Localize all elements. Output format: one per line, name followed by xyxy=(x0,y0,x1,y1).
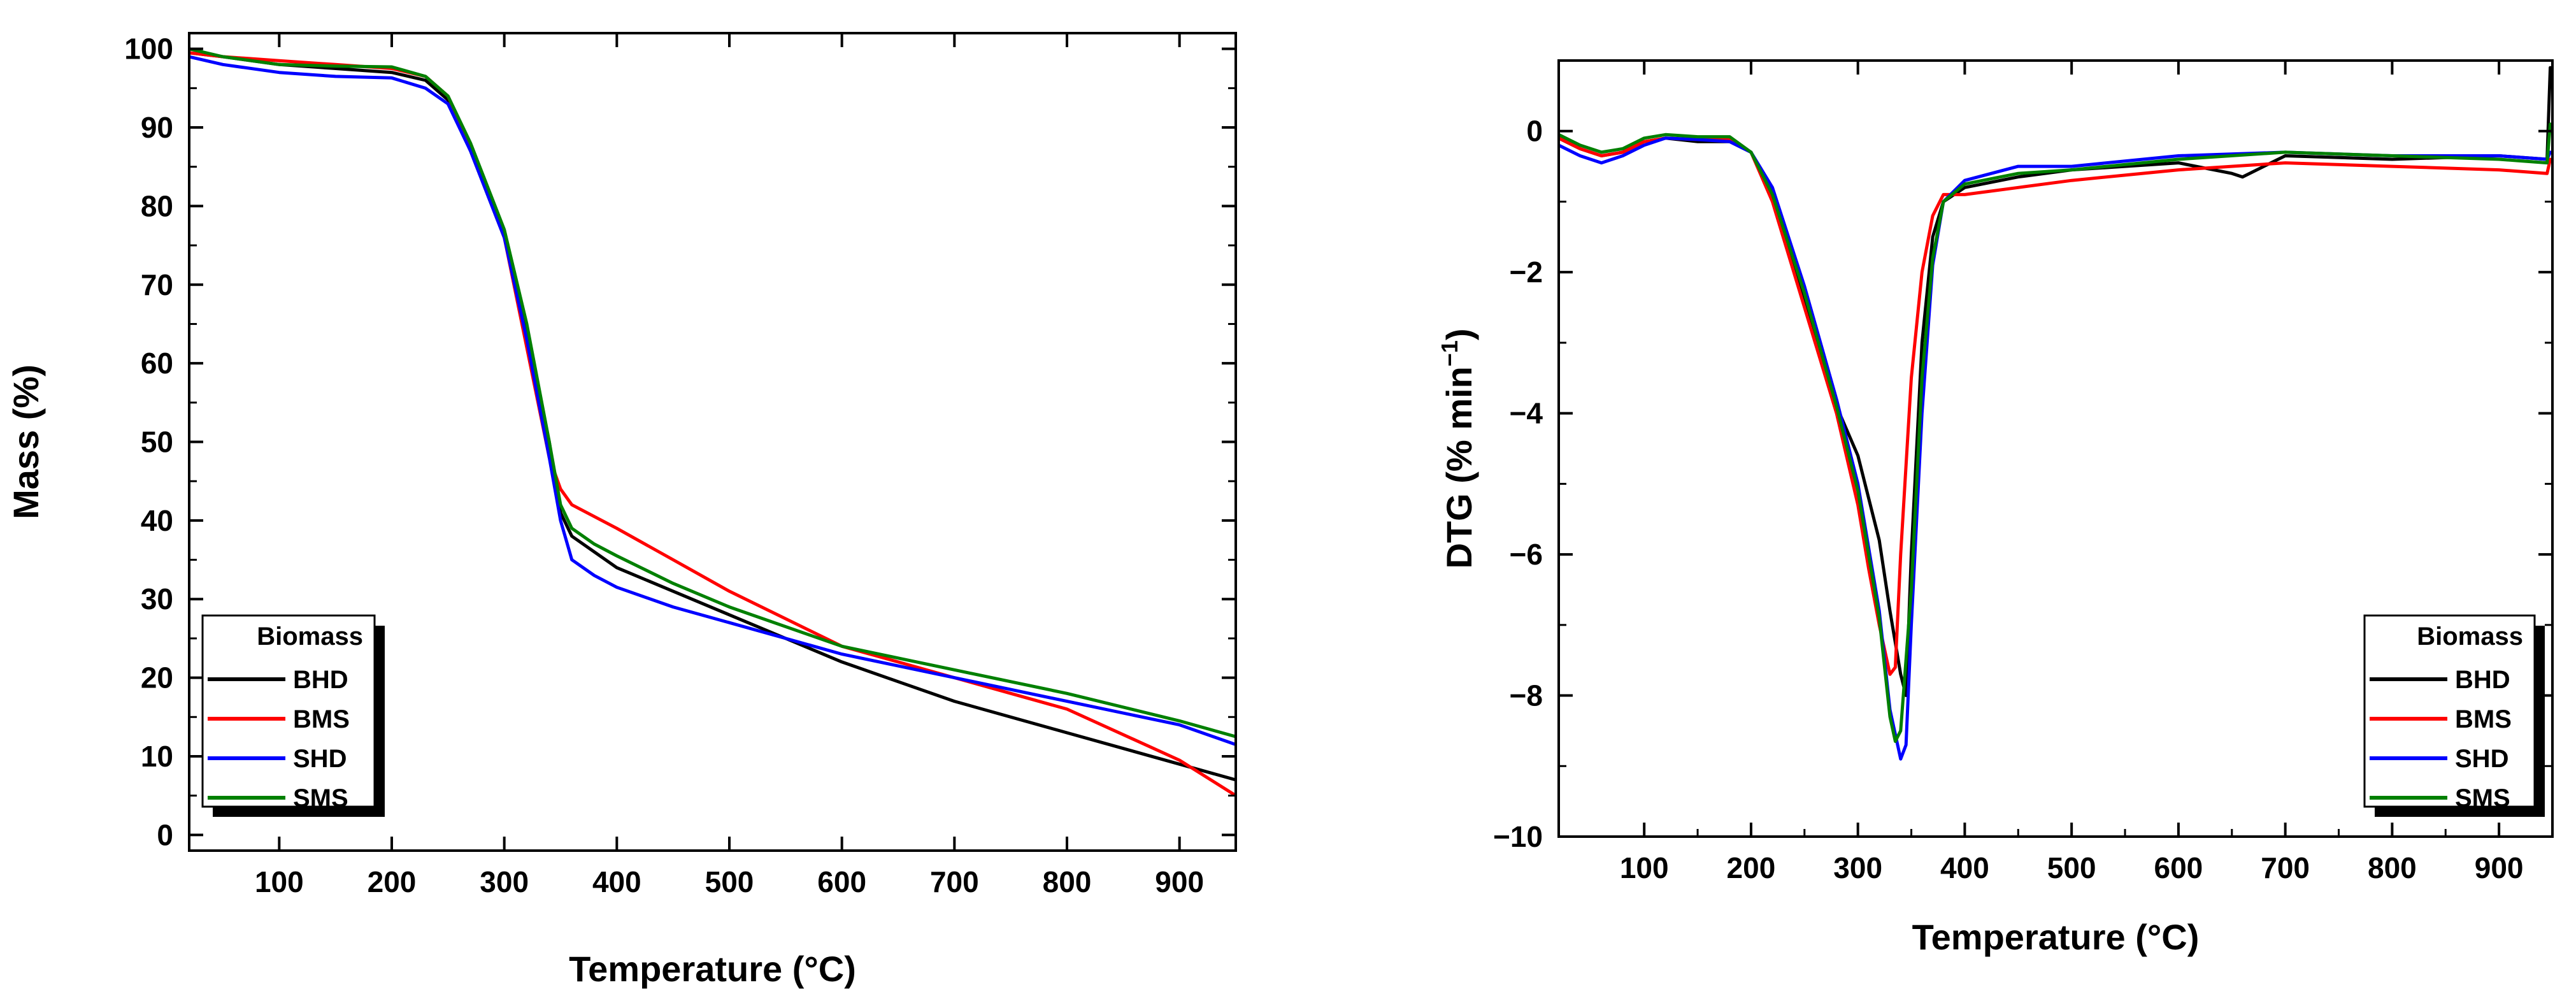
y-tick-label: −8 xyxy=(1510,679,1543,712)
x-tick-label: 800 xyxy=(2368,851,2417,884)
legend-label-sms: SMS xyxy=(2455,784,2510,812)
y-tick-label: 40 xyxy=(141,504,173,537)
y-tick-label: −6 xyxy=(1510,538,1543,571)
mass-chart: 100 200 300 400 500 600 700 800 900 0 10 20 30 40 50 60… xyxy=(6,32,1237,989)
y-tick-label: 60 xyxy=(141,347,173,380)
y-tick-label: 0 xyxy=(157,818,173,851)
legend: Biomass BHD BMS SHD SMS xyxy=(201,614,385,817)
y-axis-label-main: DTG (% min xyxy=(1439,366,1479,568)
y-tick-label: 30 xyxy=(141,582,173,616)
y-tick-label: −4 xyxy=(1510,397,1543,430)
x-tick-label: 600 xyxy=(817,865,866,898)
y-axis-label: DTG (% min−1) xyxy=(1436,328,1479,568)
x-tick-label: 900 xyxy=(2475,851,2524,884)
y-axis-label: Mass (%) xyxy=(6,364,46,519)
series-line-shd xyxy=(189,55,1236,746)
x-tick-label: 200 xyxy=(1727,851,1776,884)
x-tick-label: 500 xyxy=(2047,851,2096,884)
y-tick-label: 90 xyxy=(141,111,173,144)
series-group xyxy=(1559,66,2552,761)
x-axis-label: Temperature (°C) xyxy=(1912,917,2200,957)
y-tick-label: 50 xyxy=(141,426,173,459)
y-axis-label-superscript: −1 xyxy=(1436,340,1463,366)
legend-box xyxy=(2363,614,2536,808)
plot-frame xyxy=(1557,59,2554,838)
x-tick-label: 300 xyxy=(480,865,529,898)
y-tick-label: 100 xyxy=(124,32,173,66)
y-axis-label-close: ) xyxy=(1439,328,1479,340)
series-line-bhd xyxy=(1559,66,2552,697)
y-tick-label: −10 xyxy=(1493,820,1543,853)
legend-box xyxy=(201,614,376,808)
series-group xyxy=(189,47,1236,798)
series-line-bms xyxy=(1559,136,2552,676)
legend-label-sms: SMS xyxy=(293,784,348,812)
y-tick-label: 20 xyxy=(141,661,173,695)
x-axis-label: Temperature (°C) xyxy=(569,949,856,989)
legend-label-bms: BMS xyxy=(293,705,350,733)
legend-label-bhd: BHD xyxy=(293,666,348,694)
legend-label-shd: SHD xyxy=(293,745,347,773)
y-tick-label: 10 xyxy=(141,740,173,773)
x-tick-label: 200 xyxy=(368,865,417,898)
legend-label-bms: BMS xyxy=(2455,705,2512,733)
legend: Biomass BHD BMS SHD SMS xyxy=(2363,614,2545,817)
y-tick-label: −2 xyxy=(1510,256,1543,289)
x-tick-label: 800 xyxy=(1043,865,1092,898)
series-line-sms xyxy=(1559,122,2552,743)
x-tick-label: 700 xyxy=(930,865,979,898)
y-tick-label: 0 xyxy=(1526,115,1543,148)
legend-title: Biomass xyxy=(257,623,363,651)
x-tick-label: 400 xyxy=(592,865,641,898)
dtg-chart: 100 200 300 400 500 600 700 800 900 0 −2 −4 −6 −8 −10 T… xyxy=(1436,59,2554,957)
x-tick-label: 700 xyxy=(2261,851,2310,884)
x-tick-label: 300 xyxy=(1833,851,1882,884)
series-line-sms xyxy=(189,47,1236,738)
y-tick-label: 80 xyxy=(141,189,173,222)
x-tick-label: 100 xyxy=(1620,851,1669,884)
y-tick-label: 70 xyxy=(141,268,173,301)
x-tick-label: 900 xyxy=(1155,865,1204,898)
x-tick-label: 600 xyxy=(2154,851,2203,884)
legend-title: Biomass xyxy=(2417,623,2523,651)
legend-label-shd: SHD xyxy=(2455,745,2508,773)
x-tick-label: 400 xyxy=(1940,851,1989,884)
x-tick-label: 500 xyxy=(705,865,754,898)
legend-label-bhd: BHD xyxy=(2455,666,2510,694)
x-tick-label: 100 xyxy=(255,865,304,898)
